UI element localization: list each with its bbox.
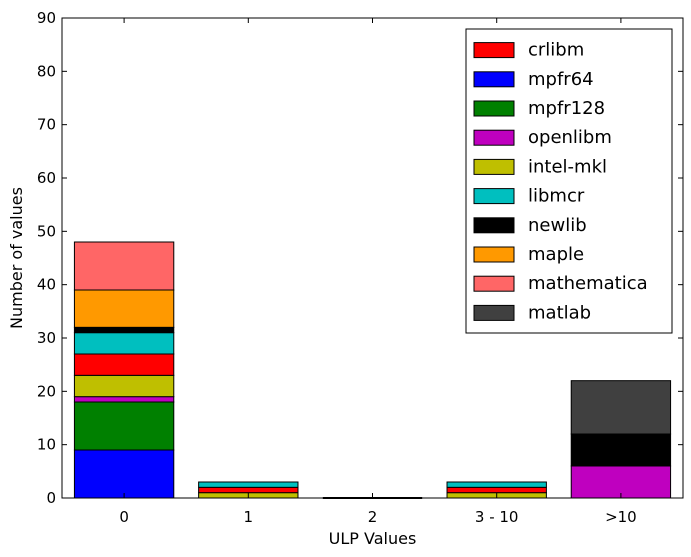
legend-label-libmcr: libmcr bbox=[528, 186, 585, 207]
bar-segment-newlib-0 bbox=[73, 326, 175, 334]
bar-segment-mpfr128-0 bbox=[73, 401, 175, 451]
legend-swatch-openlibm bbox=[473, 129, 515, 146]
x-axis-label: ULP Values bbox=[329, 529, 417, 548]
y-tick-label: 20 bbox=[37, 382, 56, 400]
legend-label-openlibm: openlibm bbox=[528, 127, 612, 148]
legend-label-mathematica: mathematica bbox=[528, 273, 648, 294]
bars-layer bbox=[73, 241, 672, 499]
y-tick-label: 60 bbox=[37, 169, 56, 187]
legend: crlibm mpfr64 mpfr128 openlibm intel-mkl libm… bbox=[465, 28, 673, 334]
x-tick-label: 2 bbox=[368, 508, 378, 526]
legend-swatch-libmcr bbox=[473, 188, 515, 205]
legend-swatch-mpfr128 bbox=[473, 100, 515, 117]
legend-label-matlab: matlab bbox=[528, 302, 591, 323]
bar-segment-libmcr-1 bbox=[198, 481, 299, 488]
legend-swatch-maple bbox=[473, 246, 515, 263]
y-tick-label: 50 bbox=[37, 222, 56, 240]
ticks-layer: 0 10 20 30 40 50 60 70 80 90 0 1 2 3 - 10 >10 bbox=[37, 9, 683, 526]
legend-label-mpfr64: mpfr64 bbox=[528, 69, 594, 90]
bar-segment-crlibm-1 bbox=[198, 486, 299, 494]
y-tick-label: 80 bbox=[37, 62, 56, 80]
x-tick-label: 3 - 10 bbox=[475, 508, 519, 526]
bar-segment-crlibm-0 bbox=[73, 353, 175, 376]
x-tick-label: >10 bbox=[605, 508, 637, 526]
bar-segment-libmcr-0 bbox=[73, 332, 175, 355]
legend-swatch-mathematica bbox=[473, 275, 515, 292]
legend-label-newlib: newlib bbox=[528, 215, 587, 236]
y-tick-label: 70 bbox=[37, 116, 56, 134]
legend-swatch-mpfr64 bbox=[473, 71, 515, 88]
bar-segment-crlibm-3 bbox=[446, 486, 547, 494]
legend-swatch-matlab bbox=[473, 304, 515, 321]
bar-segment-mpfr64-0 bbox=[73, 449, 175, 499]
bar-segment-maple-0 bbox=[73, 289, 175, 328]
bar-segment-libmcr-3 bbox=[446, 481, 547, 488]
y-tick-label: 40 bbox=[37, 276, 56, 294]
x-tick-label: 0 bbox=[119, 508, 129, 526]
y-tick-label: 0 bbox=[46, 489, 56, 507]
y-tick-label: 90 bbox=[37, 9, 56, 27]
bar-segment-openlibm-0 bbox=[73, 396, 175, 403]
y-axis-label: Number of values bbox=[7, 187, 26, 329]
legend-swatch-intel-mkl bbox=[473, 158, 515, 175]
bar-segment-newlib-4 bbox=[570, 433, 672, 467]
legend-label-intel-mkl: intel-mkl bbox=[528, 156, 607, 177]
y-tick-label: 30 bbox=[37, 329, 56, 347]
legend-swatch-newlib bbox=[473, 217, 515, 234]
x-tick-label: 1 bbox=[244, 508, 254, 526]
bar-segment-matlab-4 bbox=[570, 380, 672, 435]
legend-swatch-crlibm bbox=[473, 42, 515, 59]
legend-label-mpfr128: mpfr128 bbox=[528, 98, 605, 119]
legend-label-maple: maple bbox=[528, 244, 584, 265]
legend-label-crlibm: crlibm bbox=[528, 40, 584, 61]
bar-segment-intel-mkl-0 bbox=[73, 374, 175, 398]
bar-segment-mathematica-0 bbox=[73, 241, 175, 291]
y-tick-label: 10 bbox=[37, 436, 56, 454]
